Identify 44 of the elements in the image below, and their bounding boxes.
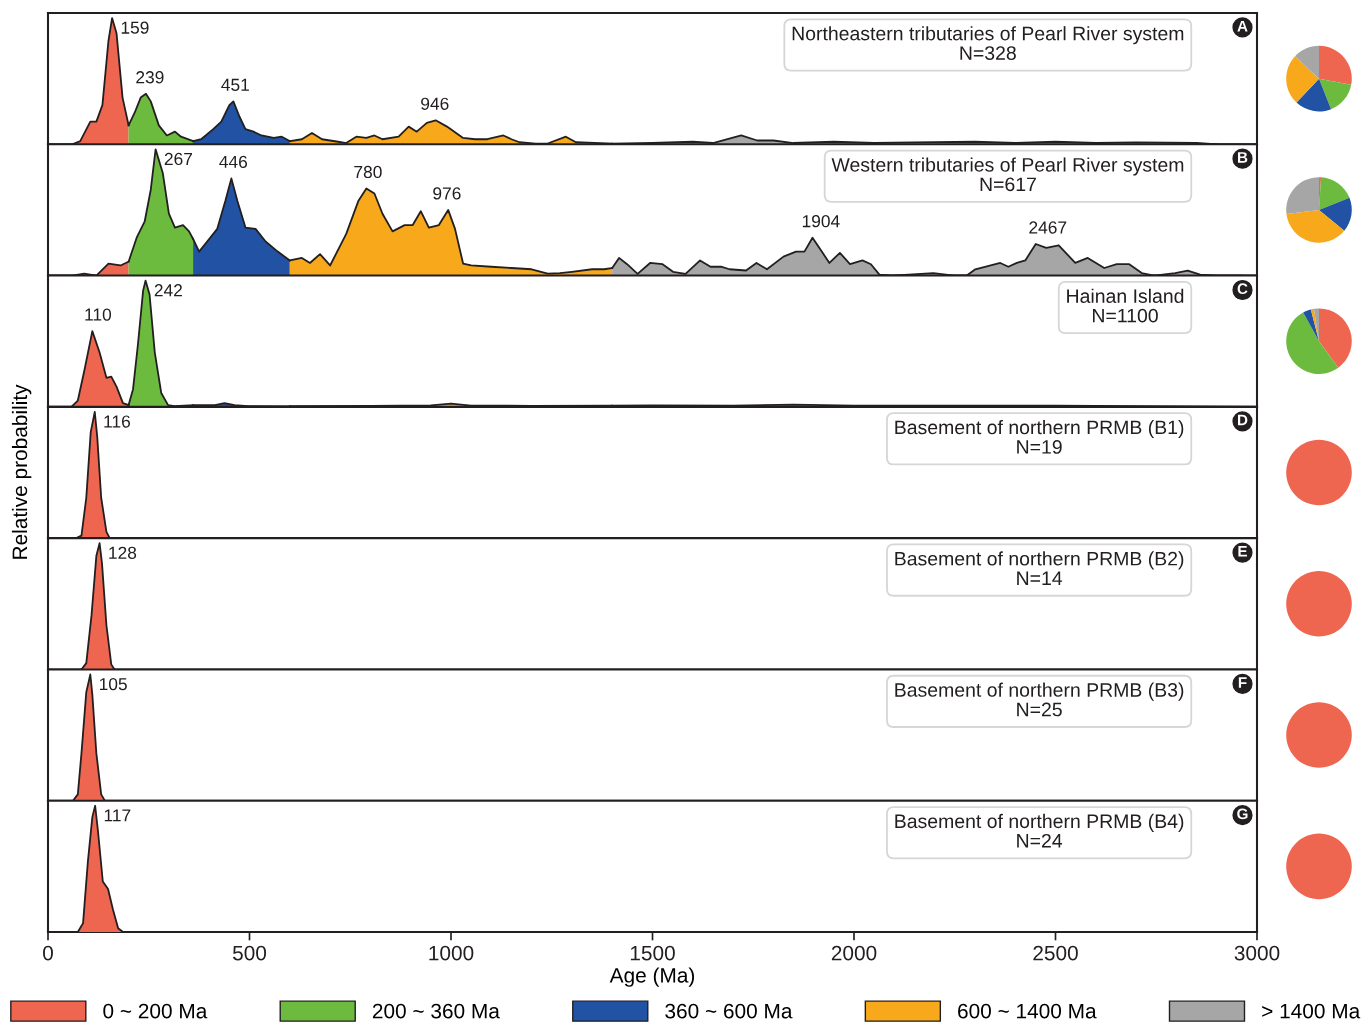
text: Basement of northern PRMB (B4) N=24: [895, 813, 1184, 848]
x-axis-title: Age (Ma): [609, 967, 695, 987]
x-tick-label: 2500: [1033, 945, 1078, 961]
annotation: 976: [433, 187, 461, 200]
x-tick-label: 3000: [1234, 945, 1280, 961]
annotation: 267: [164, 152, 193, 166]
text: Western tributaries of Pearl River system N=617: [831, 157, 1184, 192]
annotation: 239: [136, 71, 164, 84]
annotation: 128: [109, 546, 137, 559]
annotation: 446: [219, 155, 248, 168]
legend-label: 600 ~ 1400 Ma: [958, 1003, 1097, 1019]
y-axis-title: Relative probability: [11, 384, 32, 559]
text: Northeastern tributaries of Pearl River system N=328: [792, 26, 1184, 60]
annotation: 780: [354, 165, 382, 179]
annotation: 117: [104, 809, 131, 822]
legend-label: > 1400 Ma: [1262, 1003, 1361, 1019]
legend-label: 200 ~ 360 Ma: [372, 1003, 500, 1019]
x-tick-label: 500: [232, 945, 267, 961]
text: Basement of northern PRMB (B2) N=14: [895, 551, 1184, 585]
annotation: 116: [104, 415, 130, 428]
annotation: 159: [121, 21, 149, 34]
annotation: 2467: [1029, 221, 1067, 234]
legend-label: 360 ~ 600 Ma: [665, 1003, 793, 1019]
annotation: C: [1237, 283, 1248, 295]
legend-label: 0 ~ 200 Ma: [103, 1003, 208, 1019]
annotation: E: [1238, 546, 1247, 557]
x-tick-label: 0: [43, 945, 53, 961]
annotation: 946: [421, 97, 449, 110]
annotation: B: [1238, 152, 1248, 163]
x-tick-label: 1500: [630, 945, 675, 961]
annotation: 1904: [802, 215, 840, 228]
annotation: 110: [85, 308, 112, 321]
text: Hainan Island N=1100: [1067, 288, 1184, 323]
annotation: G: [1237, 808, 1248, 820]
text: Basement of northern PRMB (B1) N=19: [895, 419, 1184, 454]
annotation: 451: [221, 78, 249, 91]
annotation: A: [1237, 20, 1248, 32]
x-tick-label: 2000: [831, 945, 877, 961]
annotation: 105: [99, 677, 127, 691]
annotation: 242: [154, 284, 182, 297]
annotation: F: [1238, 677, 1247, 688]
annotation: D: [1238, 414, 1248, 426]
x-tick-label: 1000: [429, 945, 474, 961]
text: Basement of northern PRMB (B3) N=25: [895, 682, 1184, 717]
